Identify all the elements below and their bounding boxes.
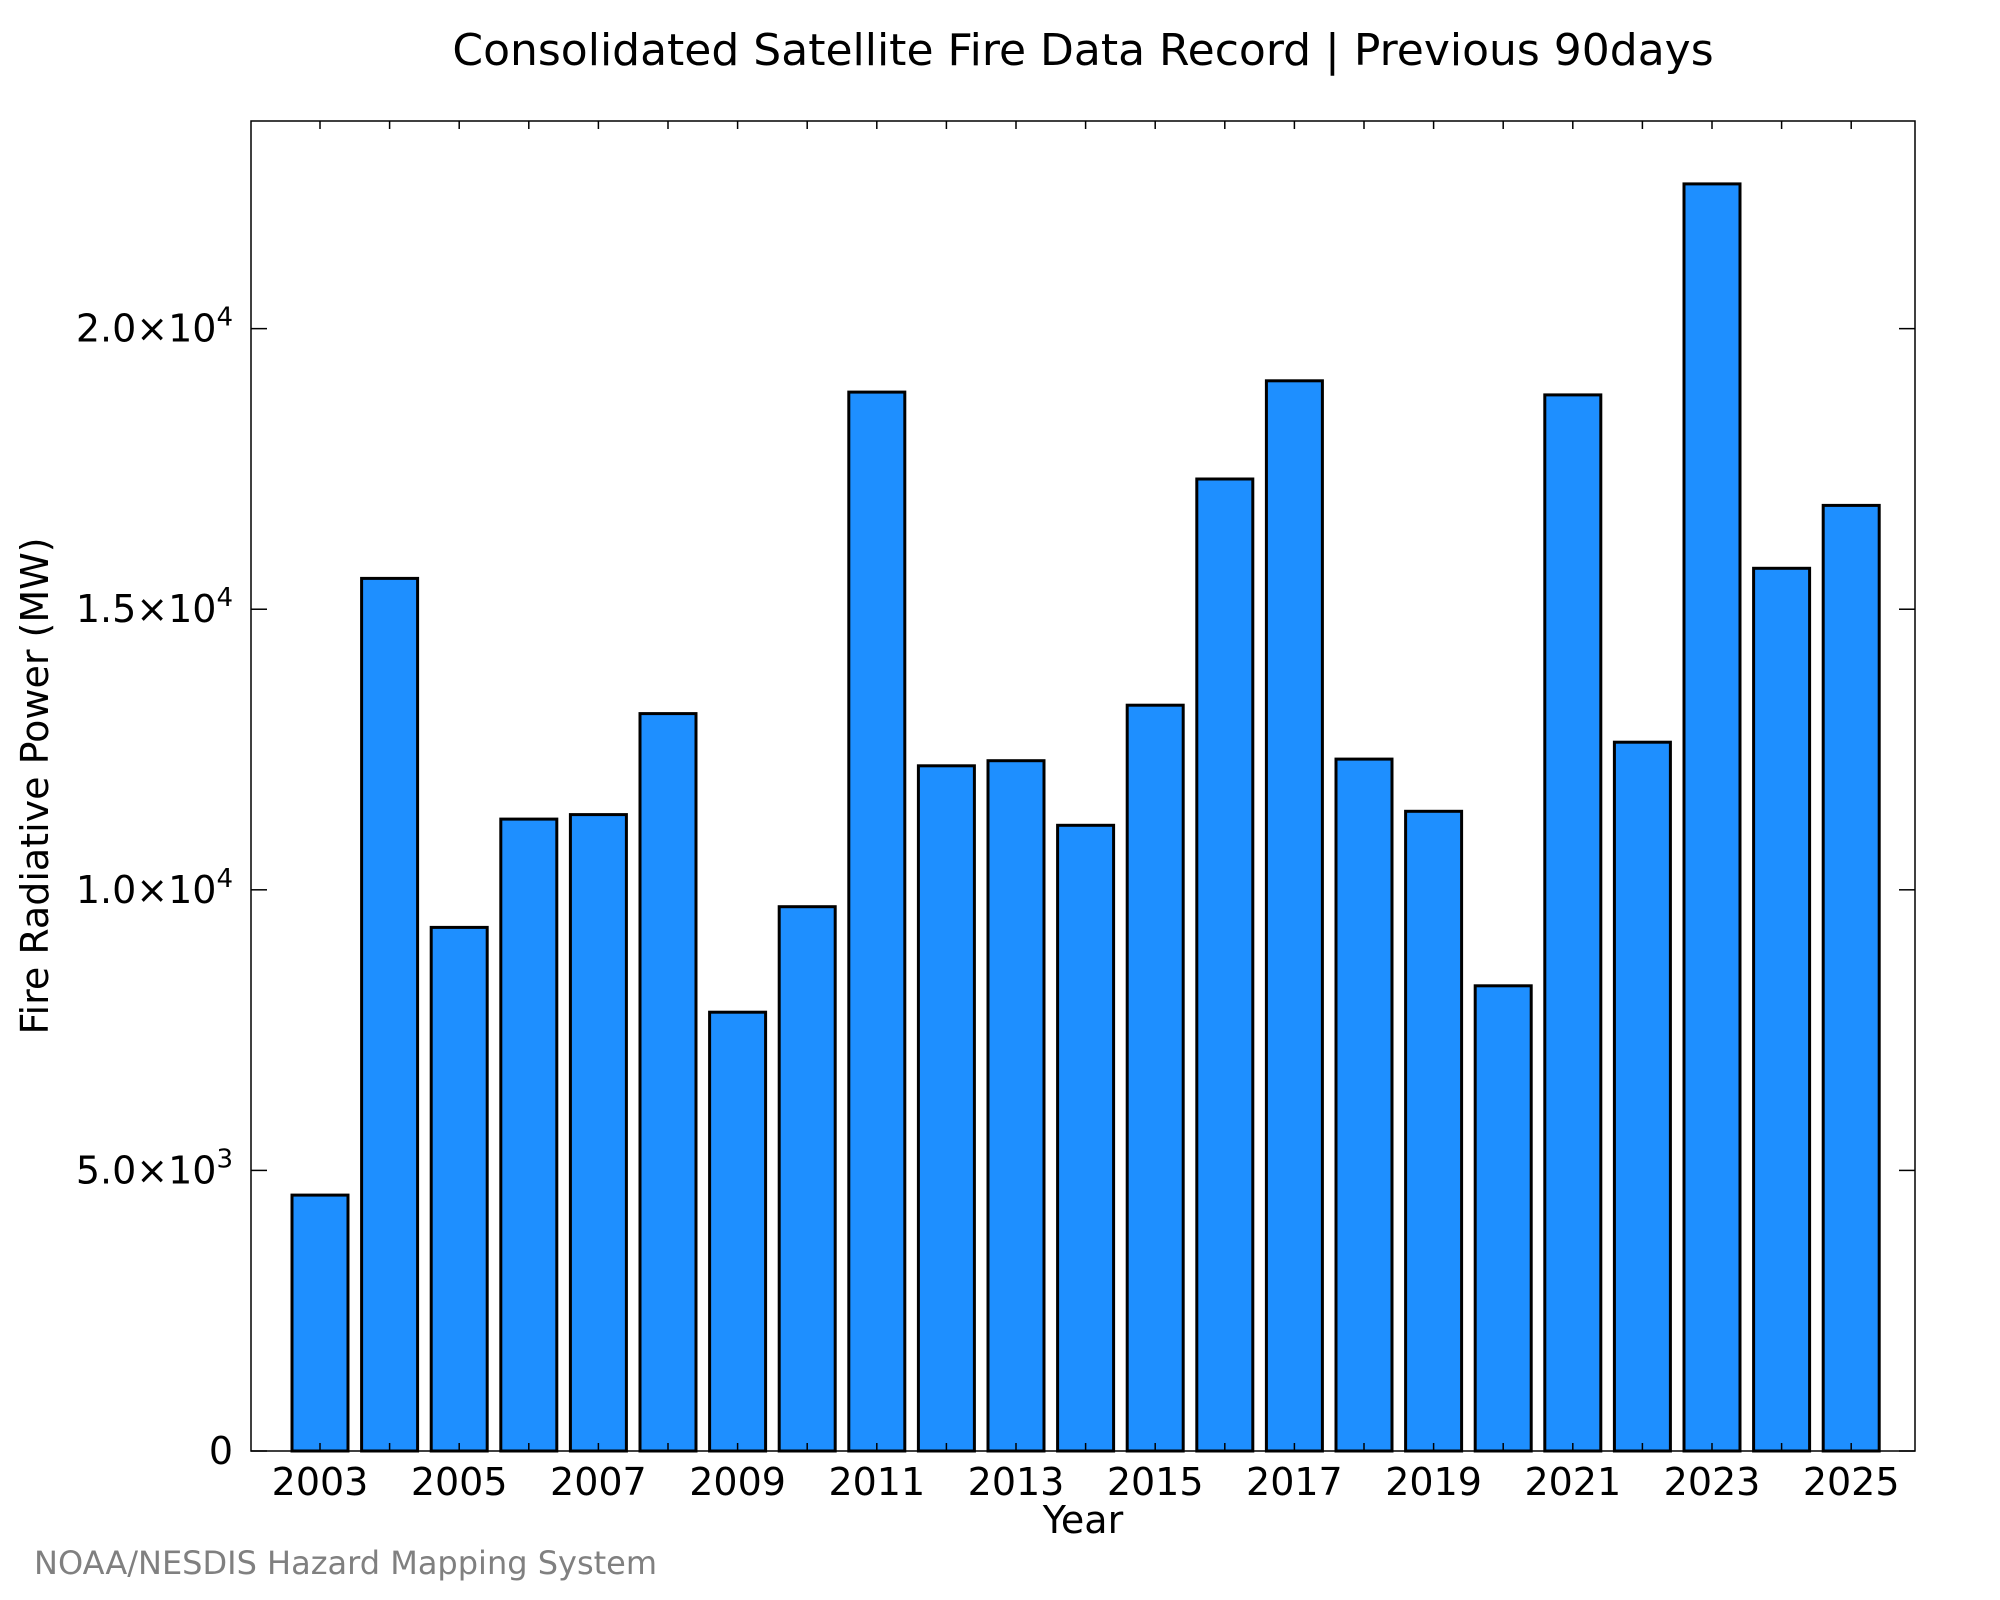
bar-2012 xyxy=(916,764,976,1453)
x-tick-label-2025: 2025 xyxy=(1803,1460,1900,1504)
bar-2015 xyxy=(1125,703,1185,1453)
bars-group xyxy=(290,182,1881,1453)
x-axis-ticks: 2003 2005 2007 2009 2011 2013 2015 2017 2019 2021… xyxy=(272,121,1900,1504)
bar-2019 xyxy=(1404,809,1464,1453)
x-tick-label-2019: 2019 xyxy=(1385,1460,1482,1504)
x-tick-label-2021: 2021 xyxy=(1524,1460,1621,1504)
chart-title: Consolidated Satellite Fire Data Record … xyxy=(452,25,1713,76)
bar-2009 xyxy=(708,1010,768,1453)
x-axis-title: Year xyxy=(1042,1498,1124,1542)
bar-2013 xyxy=(986,759,1046,1453)
bar-2020 xyxy=(1473,984,1533,1453)
y-axis-ticks: 0 5.0×103 1.0×104 1.5×104 2.0×104 xyxy=(76,303,1915,1473)
bar-2025 xyxy=(1821,503,1881,1453)
x-tick-label-2005: 2005 xyxy=(411,1460,508,1504)
bar-2006 xyxy=(499,817,559,1453)
y-tick-label-5000: 5.0×103 xyxy=(76,1144,233,1192)
x-tick-label-2009: 2009 xyxy=(689,1460,786,1504)
x-tick-label-2017: 2017 xyxy=(1246,1460,1343,1504)
footer-credit: NOAA/NESDIS Hazard Mapping System xyxy=(34,1544,657,1582)
bar-2023 xyxy=(1682,182,1742,1453)
bar-2017 xyxy=(1264,379,1324,1453)
bar-2008 xyxy=(638,712,698,1453)
x-tick-label-2013: 2013 xyxy=(968,1460,1065,1504)
y-axis-title: Fire Radiative Power (MW) xyxy=(13,537,57,1034)
y-tick-label-15000: 1.5×104 xyxy=(76,583,233,631)
y-tick-label-10000: 1.0×104 xyxy=(76,864,233,912)
bar-2004 xyxy=(360,576,420,1453)
y-tick-label-20000: 2.0×104 xyxy=(76,303,233,351)
x-tick-label-2015: 2015 xyxy=(1107,1460,1204,1504)
bar-2005 xyxy=(429,925,489,1453)
bar-2022 xyxy=(1612,740,1672,1453)
bar-2010 xyxy=(777,905,837,1453)
x-tick-label-2007: 2007 xyxy=(550,1460,647,1504)
bar-2014 xyxy=(1056,823,1116,1453)
bar-2024 xyxy=(1752,566,1812,1453)
bar-2007 xyxy=(568,813,628,1453)
x-tick-label-2003: 2003 xyxy=(272,1460,369,1504)
bar-2011 xyxy=(847,390,907,1453)
plot-frame xyxy=(250,120,1916,1452)
x-tick-label-2023: 2023 xyxy=(1664,1460,1761,1504)
bar-2016 xyxy=(1195,477,1255,1453)
x-tick-label-2011: 2011 xyxy=(828,1460,925,1504)
y-tick-label-0: 0 xyxy=(209,1429,233,1473)
bar-2021 xyxy=(1543,393,1603,1453)
bar-2003 xyxy=(290,1193,350,1453)
bar-2018 xyxy=(1334,757,1394,1453)
